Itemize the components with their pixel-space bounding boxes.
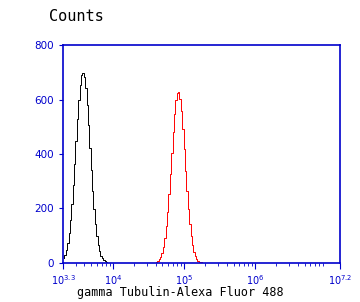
- Text: Counts: Counts: [49, 8, 104, 24]
- Text: gamma Tubulin-Alexa Fluor 488: gamma Tubulin-Alexa Fluor 488: [77, 286, 283, 299]
